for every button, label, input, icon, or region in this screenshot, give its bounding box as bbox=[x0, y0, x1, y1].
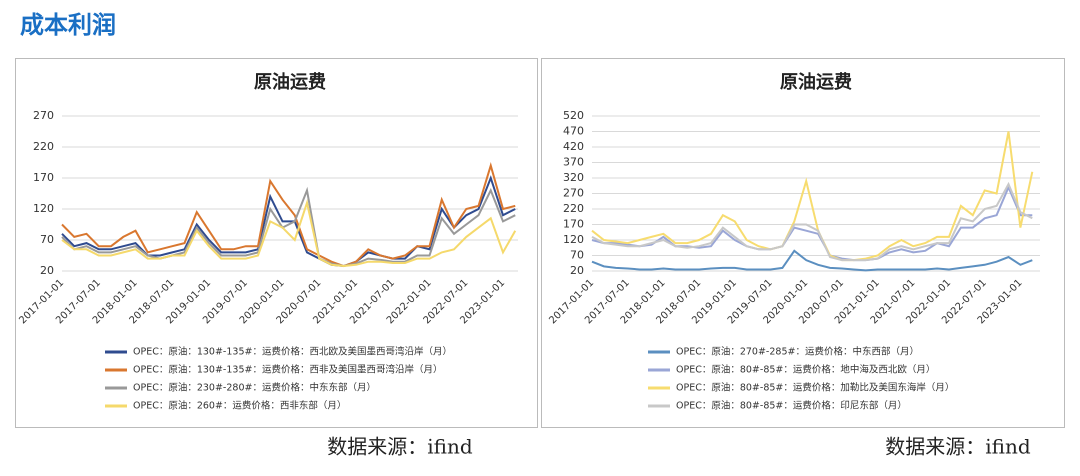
y-tick-label: 470 bbox=[563, 125, 584, 138]
y-tick-label: 20 bbox=[570, 264, 584, 277]
series-line bbox=[591, 249, 1033, 272]
chart-frame bbox=[541, 58, 1065, 428]
chart-title: 原油运费 bbox=[254, 71, 326, 93]
y-tick-label: 70 bbox=[40, 233, 54, 246]
legend-label: OPEC：原油：80#-85#：运费价格：印尼东部（月） bbox=[676, 400, 907, 412]
legend-label: OPEC：原油：260#：运费价格：西非东部（月） bbox=[133, 400, 346, 412]
y-tick-label: 170 bbox=[563, 218, 584, 231]
y-tick-label: 120 bbox=[33, 202, 54, 215]
y-tick-label: 320 bbox=[563, 171, 584, 184]
series-line bbox=[61, 186, 516, 268]
chart-title: 原油运费 bbox=[780, 71, 852, 93]
series-line bbox=[591, 181, 1033, 262]
y-tick-label: 20 bbox=[40, 264, 54, 277]
y-tick-label: 520 bbox=[563, 109, 584, 122]
y-tick-label: 70 bbox=[570, 249, 584, 262]
y-tick-label: 170 bbox=[33, 171, 54, 184]
chart-frame bbox=[15, 58, 538, 428]
legend-label: OPEC：原油：230#-280#：运费价格：中东东部（月） bbox=[133, 382, 376, 394]
series-line bbox=[591, 131, 1034, 262]
source-note: 数据来源：ifind bbox=[327, 435, 473, 459]
y-tick-label: 270 bbox=[33, 109, 54, 122]
legend-label: OPEC：原油：270#-285#：运费价格：中东西部（月） bbox=[676, 346, 919, 358]
y-tick-label: 220 bbox=[563, 202, 584, 215]
page-title: 成本利润 bbox=[20, 11, 116, 39]
legend-label: OPEC：原油：130#-135#：运费价格：西非及美国墨西哥湾沿岸（月） bbox=[133, 364, 442, 376]
y-tick-label: 120 bbox=[563, 233, 584, 246]
y-tick-label: 220 bbox=[33, 140, 54, 153]
y-tick-label: 270 bbox=[563, 187, 584, 200]
series-line bbox=[61, 162, 516, 268]
series-line bbox=[61, 175, 516, 268]
legend-label: OPEC：原油：80#-85#：运费价格：地中海及西北欧（月） bbox=[676, 364, 935, 376]
legend-label: OPEC：原油：80#-85#：运费价格：加勒比及美国东海岸（月） bbox=[676, 382, 954, 394]
series-line bbox=[61, 199, 517, 268]
y-tick-label: 420 bbox=[563, 140, 584, 153]
legend-label: OPEC：原油：130#-135#：运费价格：西北欧及美国墨西哥湾沿岸（月） bbox=[133, 346, 452, 358]
y-tick-label: 370 bbox=[563, 156, 584, 169]
series-line bbox=[591, 184, 1033, 262]
source-note: 数据来源：ifind bbox=[885, 435, 1031, 459]
